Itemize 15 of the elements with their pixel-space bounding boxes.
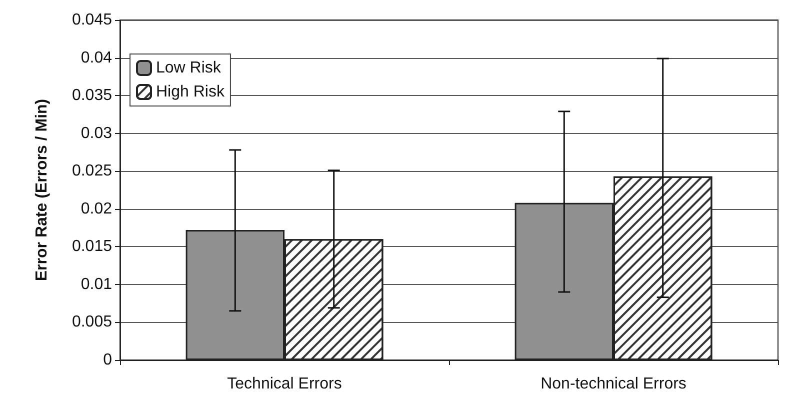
y-tick-label: 0.01 — [80, 276, 112, 293]
x-tick-label: Non-technical Errors — [540, 376, 686, 392]
y-tick-label: 0.02 — [80, 200, 112, 218]
y-tick-label: 0.005 — [72, 314, 112, 331]
x-tick-label: Technical Errors — [227, 376, 342, 392]
y-tick-label: 0.045 — [72, 12, 112, 28]
y-axis-title: Error Rate (Errors / Min) — [34, 98, 50, 282]
y-tick-label: 0.035 — [72, 87, 112, 104]
legend-label: High Risk — [156, 84, 226, 100]
y-tick-label: 0.025 — [72, 162, 112, 180]
legend-label: Low Risk — [156, 60, 222, 76]
y-tick-label: 0.03 — [80, 124, 112, 142]
y-tick-label: 0.015 — [72, 238, 112, 256]
y-tick-label: 0.04 — [80, 49, 112, 66]
y-tick-label: 0 — [103, 352, 112, 368]
